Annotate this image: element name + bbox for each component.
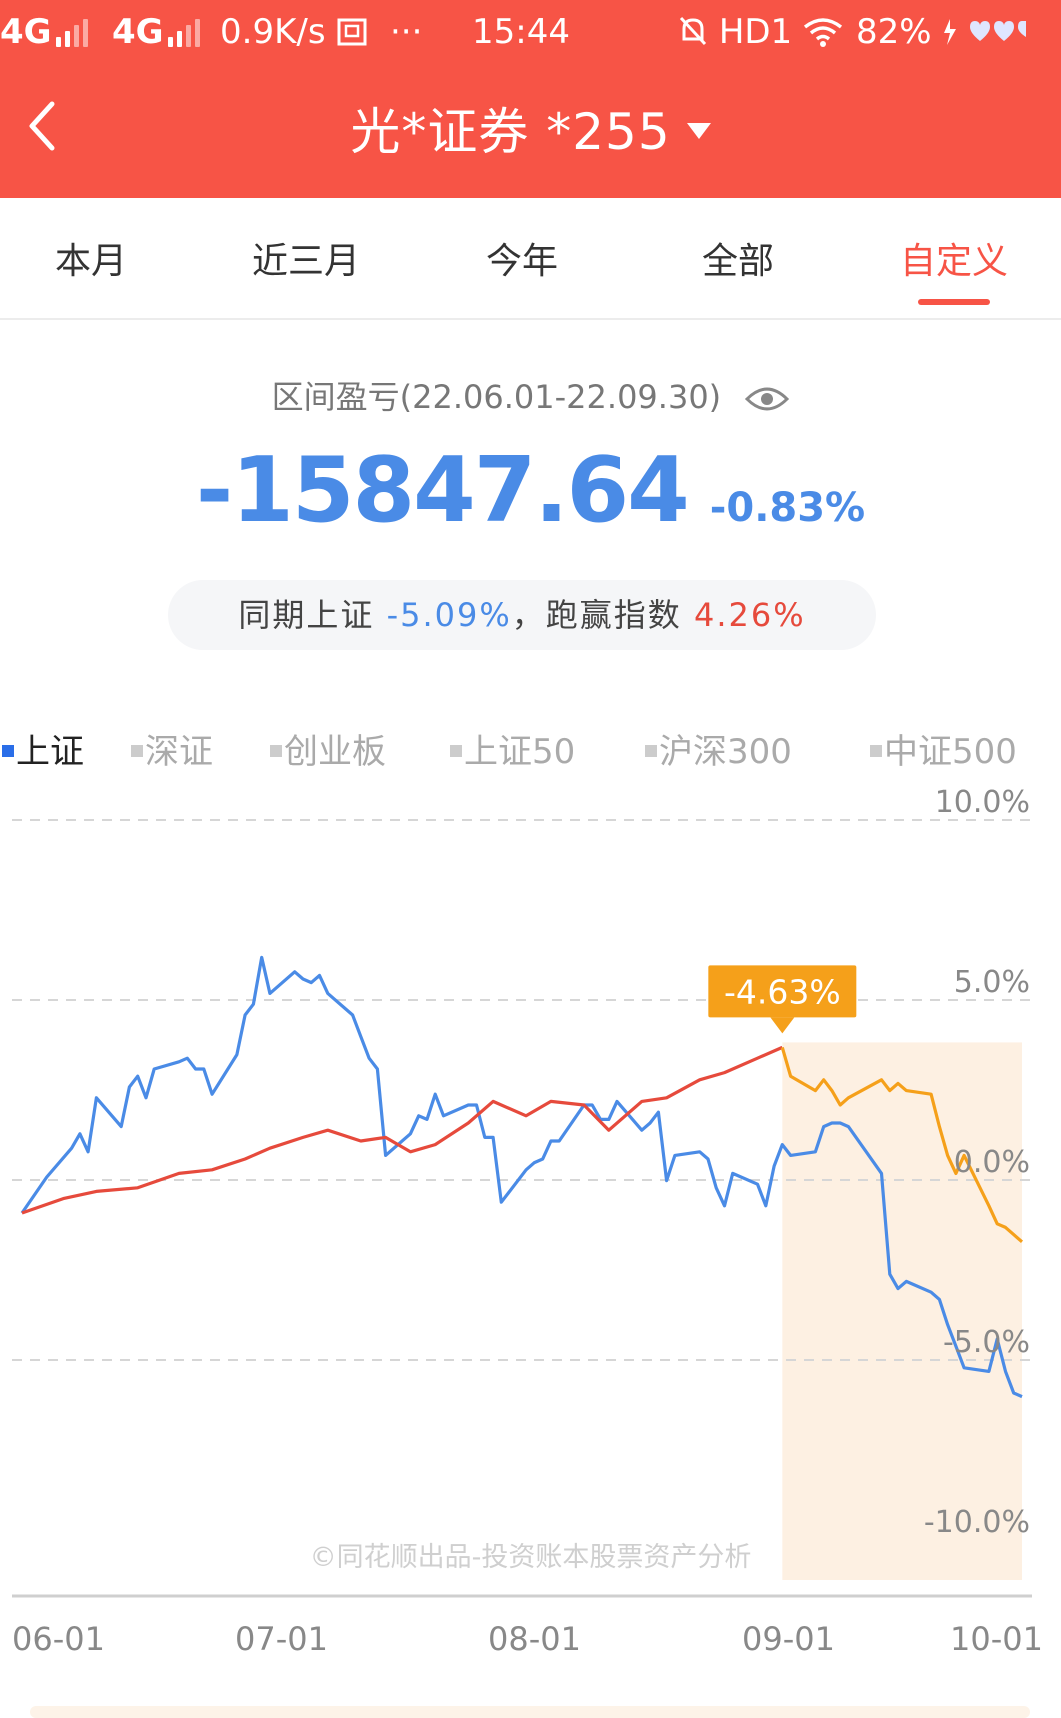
- index-tab-csi300[interactable]: 沪深300: [645, 724, 792, 773]
- compare-prefix: 同期上证: [238, 596, 375, 634]
- legend-swatch: [270, 745, 282, 757]
- network-label: 4G: [0, 12, 52, 52]
- network-label: 4G: [112, 12, 164, 52]
- network-indicator-2: 4G: [112, 12, 206, 52]
- status-right-icons: HD1: [678, 12, 843, 52]
- index-tab-csi500[interactable]: 中证500: [870, 724, 1017, 773]
- outperform-value: 4.26%: [693, 596, 806, 634]
- tab-last-three-months[interactable]: 近三月: [252, 241, 361, 282]
- network-speed: 0.9K/s: [220, 12, 368, 52]
- range-label: 区间盈亏(22.06.01-22.09.30): [271, 378, 722, 416]
- tab-custom[interactable]: 自定义: [900, 241, 1009, 282]
- title-row: 光*证券 *255: [0, 86, 1061, 176]
- index-tab-label: 中证500: [884, 732, 1017, 772]
- dropdown-caret-icon: [686, 123, 711, 139]
- notification-box-icon: [337, 18, 367, 46]
- index-tab-shanghai[interactable]: 上证: [2, 724, 84, 773]
- pnl-row: -15847.64 -0.83%: [0, 438, 1061, 543]
- y-tick-label: -10.0%: [924, 1505, 1030, 1540]
- legend-swatch: [450, 745, 462, 757]
- x-tick-label: 07-01: [235, 1620, 328, 1658]
- return-chart[interactable]: 10.0% 5.0% 0.0% -5.0% -10.0% -4.63%: [0, 780, 1061, 1600]
- signal-icon: [167, 17, 206, 47]
- callout-box: [708, 965, 857, 1018]
- more-notifications: ···: [390, 12, 423, 52]
- status-bar: 4G 4G 0.9K/s ··· 15:44 HD1 82%: [0, 0, 1061, 64]
- series-line-2: [780, 1046, 1024, 1244]
- highlight-region: [782, 1042, 1022, 1580]
- back-arrow-icon[interactable]: [14, 96, 74, 156]
- battery-indicator: 82%: [856, 12, 1027, 52]
- x-tick-label: 10-01: [950, 1620, 1043, 1658]
- battery-text: 82%: [856, 12, 932, 52]
- network-indicator-1: 4G: [0, 12, 94, 52]
- legend-swatch: [131, 745, 143, 757]
- speed-text: 0.9K/s: [220, 12, 326, 52]
- compare-middle: ，跑赢指数: [511, 596, 682, 634]
- callout-pointer: [770, 1017, 795, 1034]
- y-tick-label: -5.0%: [943, 1325, 1030, 1360]
- watermark: ©同花顺出品-投资账本股票资产分析: [309, 1542, 752, 1573]
- y-tick-label: 0.0%: [954, 1145, 1030, 1180]
- index-tab-chinext[interactable]: 创业板: [270, 724, 386, 773]
- eye-icon[interactable]: [745, 384, 790, 414]
- index-tab-label: 沪深300: [659, 732, 792, 772]
- tab-this-month[interactable]: 本月: [55, 241, 128, 282]
- active-tab-indicator: [918, 299, 990, 305]
- x-tick-label: 08-01: [488, 1620, 581, 1658]
- index-tab-label: 上证: [16, 732, 84, 772]
- y-tick-label: 5.0%: [954, 965, 1030, 1000]
- signal-icon: [55, 17, 94, 47]
- legend-swatch: [2, 745, 14, 757]
- index-tab-shenzhen[interactable]: 深证: [131, 724, 213, 773]
- hd-label: HD1: [718, 12, 793, 52]
- bottom-card-edge: [30, 1706, 1030, 1718]
- pnl-value: -15847.64: [195, 438, 690, 543]
- wifi-icon: [803, 18, 843, 47]
- index-tab-label: 上证50: [464, 732, 576, 772]
- legend-swatch: [645, 745, 657, 757]
- legend-swatch: [870, 745, 882, 757]
- charging-hearts-icon: [944, 19, 1027, 45]
- x-tick-label: 06-01: [12, 1620, 105, 1658]
- index-return: -5.09%: [386, 596, 512, 634]
- series-line-1: [21, 1045, 783, 1215]
- header: 4G 4G 0.9K/s ··· 15:44 HD1 82% 光*证券 *255: [0, 0, 1061, 198]
- tab-all[interactable]: 全部: [702, 241, 775, 282]
- index-tab-label: 深证: [145, 732, 213, 772]
- y-tick-label: 10.0%: [935, 785, 1030, 820]
- x-tick-label: 09-01: [742, 1620, 835, 1658]
- tab-this-year[interactable]: 今年: [486, 241, 559, 282]
- index-tab-label: 创业板: [284, 732, 386, 772]
- index-comparison: 同期上证 -5.09%，跑赢指数 4.26%: [168, 580, 876, 650]
- status-time: 15:44: [472, 12, 570, 52]
- account-selector[interactable]: 光*证券 *255: [0, 92, 1061, 164]
- range-label-row: 区间盈亏(22.06.01-22.09.30): [0, 372, 1061, 418]
- callout-label: -4.63%: [724, 972, 841, 1011]
- mute-bell-icon: [679, 16, 707, 46]
- period-tabs: 本月 近三月 今年 全部 自定义: [0, 198, 1061, 320]
- page-title: 光*证券 *255: [350, 103, 671, 161]
- series-line-0: [20, 955, 1023, 1399]
- pnl-percent: -0.83%: [709, 485, 866, 531]
- index-tab-sse50[interactable]: 上证50: [450, 724, 575, 773]
